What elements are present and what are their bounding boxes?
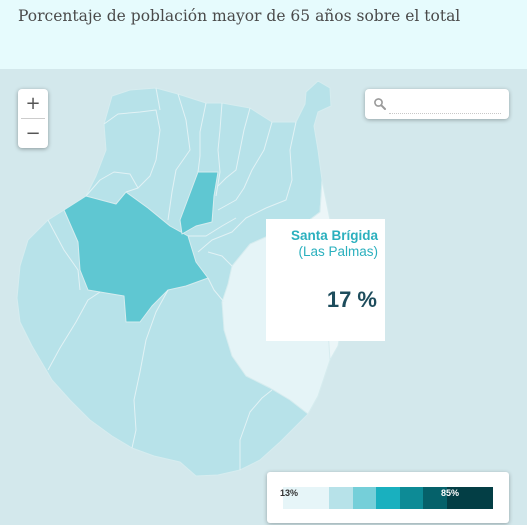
municipality-tooltip: Santa Brígida (Las Palmas) 17 %: [266, 219, 385, 341]
color-legend: 13% 85%: [267, 472, 509, 523]
map-area[interactable]: [0, 69, 527, 525]
tooltip-province: (Las Palmas): [298, 244, 378, 259]
municipality-highlight-north[interactable]: [179, 171, 219, 235]
legend-swatch: [376, 487, 400, 509]
legend-swatch: [352, 487, 376, 509]
page-title: Porcentaje de población mayor de 65 años…: [18, 7, 461, 25]
legend-max-label: 85%: [441, 488, 460, 498]
zoom-divider: [21, 118, 45, 119]
legend-swatch: [446, 487, 493, 509]
zoom-control: + −: [18, 89, 48, 148]
legend-swatch: [329, 487, 353, 509]
header: Porcentaje de población mayor de 65 años…: [0, 0, 527, 69]
legend-swatch: [283, 487, 329, 509]
legend-scale: [283, 487, 493, 509]
search-input[interactable]: [389, 94, 501, 114]
legend-min-label: 13%: [280, 488, 299, 498]
tooltip-municipality-name: Santa Brígida: [290, 228, 378, 243]
gran-canaria-map[interactable]: [0, 69, 527, 525]
zoom-in-button[interactable]: +: [25, 93, 41, 114]
zoom-out-button[interactable]: −: [25, 123, 41, 144]
search-icon[interactable]: [373, 97, 387, 111]
tooltip-value: 17 %: [326, 287, 377, 312]
legend-swatch: [399, 487, 423, 509]
search-box: [365, 89, 509, 119]
legend-swatch: [423, 487, 447, 509]
municipality-highlight-central[interactable]: [63, 191, 209, 323]
